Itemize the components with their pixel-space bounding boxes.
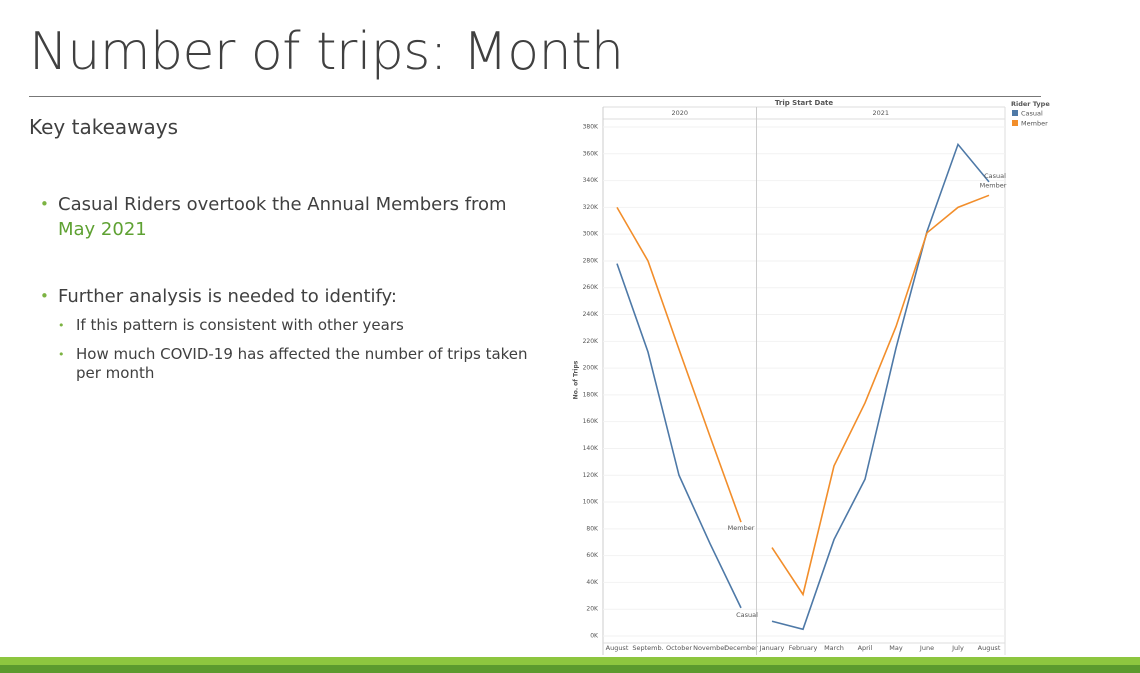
bullet: Casual Riders overtook the Annual Member… xyxy=(40,192,520,242)
series-line xyxy=(616,206,742,523)
x-tick-label: February xyxy=(789,644,818,652)
y-tick-label: 280K xyxy=(583,257,599,264)
x-tick-label: April xyxy=(858,644,873,652)
panel-label: 2020 xyxy=(671,109,688,117)
y-tick-label: 320K xyxy=(583,204,599,211)
y-tick-label: 200K xyxy=(583,365,599,372)
x-tick-label: December xyxy=(724,644,758,652)
end-label: Member xyxy=(728,524,755,532)
y-tick-label: 20K xyxy=(586,606,599,613)
y-tick-label: 60K xyxy=(586,552,599,559)
x-tick-label: July xyxy=(951,644,964,652)
y-tick-label: 260K xyxy=(583,284,599,291)
bullet-text: Casual Riders overtook the Annual Member… xyxy=(58,194,507,215)
highlight: May 2021 xyxy=(58,219,147,240)
end-label: Casual xyxy=(736,611,758,619)
x-tick-label: May xyxy=(889,644,903,652)
subbullet: If this pattern is consistent with other… xyxy=(58,316,528,335)
y-tick-label: 360K xyxy=(583,150,599,157)
y-tick-label: 300K xyxy=(583,231,599,238)
slide-title: Number of trips: Month xyxy=(29,22,624,82)
panel-label: 2021 xyxy=(872,109,889,117)
x-tick-label: Septemb. xyxy=(632,644,663,652)
legend-label: Member xyxy=(1021,120,1048,128)
y-tick-label: 120K xyxy=(583,472,599,479)
x-tick-label: January xyxy=(759,644,785,652)
y-tick-label: 100K xyxy=(583,499,599,506)
y-tick-label: 140K xyxy=(583,445,599,452)
x-tick-label: November xyxy=(693,644,727,652)
y-tick-label: 40K xyxy=(586,579,599,586)
bullet-text: Further analysis is needed to identify: xyxy=(58,286,397,307)
footer-band xyxy=(0,657,1140,665)
series-line xyxy=(771,194,990,597)
y-tick-label: 340K xyxy=(583,177,599,184)
y-tick-label: 0K xyxy=(590,633,599,640)
end-label: Member xyxy=(980,181,1007,189)
subbullet-text: If this pattern is consistent with other… xyxy=(76,316,404,334)
x-tick-label: August xyxy=(978,644,1001,652)
x-tick-label: August xyxy=(606,644,629,652)
footer-band xyxy=(0,665,1140,673)
legend-title: Rider Type xyxy=(1011,100,1050,108)
subbullet-text: How much COVID-19 has affected the numbe… xyxy=(76,345,528,382)
series-line xyxy=(616,263,742,609)
x-tick-label: March xyxy=(824,644,844,652)
legend-swatch xyxy=(1012,110,1018,116)
y-tick-label: 160K xyxy=(583,418,599,425)
legend-label: Casual xyxy=(1021,110,1043,118)
y-tick-label: 220K xyxy=(583,338,599,345)
x-tick-label: October xyxy=(666,644,692,652)
chart-title: Trip Start Date xyxy=(775,99,834,107)
x-tick-label: June xyxy=(919,644,934,652)
slide-subtitle: Key takeaways xyxy=(29,115,179,139)
y-axis-label: No. of Trips xyxy=(573,360,580,399)
y-tick-label: 180K xyxy=(583,391,599,398)
y-tick-label: 240K xyxy=(583,311,599,318)
y-tick-label: 80K xyxy=(586,525,599,532)
y-tick-label: 380K xyxy=(583,124,599,131)
legend-swatch xyxy=(1012,120,1018,126)
series-line xyxy=(771,142,990,631)
end-label: Casual xyxy=(984,172,1006,180)
bullet: Further analysis is needed to identify: xyxy=(40,284,520,309)
title-rule xyxy=(29,96,1041,97)
subbullet: How much COVID-19 has affected the numbe… xyxy=(58,345,528,383)
